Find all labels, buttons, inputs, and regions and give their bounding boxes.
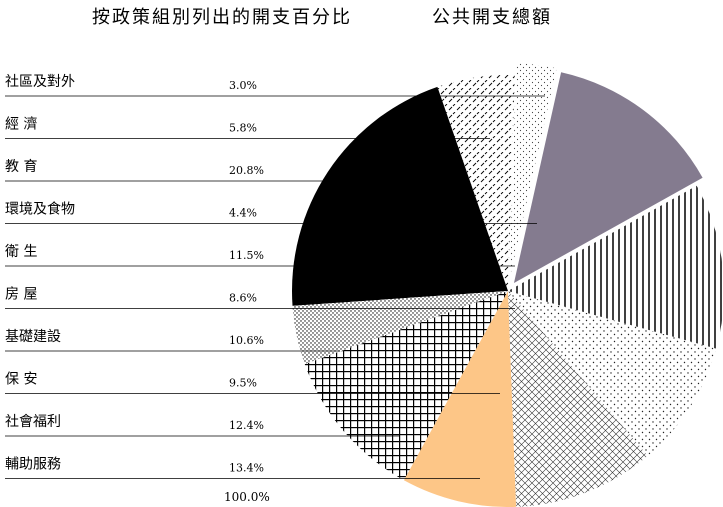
data-label: 3.0% — [229, 79, 257, 92]
legend-label: 社區及對外 — [5, 74, 75, 90]
total-label: 100.0% — [224, 490, 270, 504]
pie-slices — [292, 63, 723, 507]
legend-label: 輔助服務 — [5, 457, 61, 473]
chart-subtitle: 公共開支總額 — [432, 7, 552, 28]
data-label: 9.5% — [229, 377, 257, 390]
data-label: 4.4% — [229, 207, 257, 220]
chart-title-bar: 按政策組別列出的開支百分比 公共開支總額 — [0, 3, 723, 28]
data-label: 11.5% — [229, 249, 264, 262]
data-label: 20.8% — [229, 164, 264, 177]
pie-slice — [508, 291, 717, 456]
legend-label: 環境及食物 — [5, 201, 75, 218]
pie-slice — [304, 291, 508, 481]
data-label: 12.4% — [229, 419, 264, 432]
legend: 社區及對外 3.0% 經 濟 5.8% 教 育 20.8% 環境及食物 4.4% 衛 生 11.5… — [5, 74, 545, 504]
legend-label: 經 濟 — [5, 117, 37, 133]
pie-slice — [403, 291, 517, 507]
data-label: 5.8% — [229, 122, 257, 135]
data-label: 8.6% — [229, 292, 257, 305]
pie-slice — [437, 75, 515, 291]
legend-label: 房 屋 — [5, 287, 37, 303]
data-label: 10.6% — [229, 334, 264, 347]
pie-slice — [292, 86, 508, 306]
pie-slice — [508, 291, 648, 507]
legend-label: 教 育 — [5, 159, 37, 175]
pie-slice — [513, 72, 703, 283]
legend-label: 基礎建設 — [5, 328, 61, 345]
pie-slice — [508, 185, 723, 349]
data-label: 13.4% — [229, 462, 264, 475]
legend-label: 衛 生 — [5, 244, 37, 260]
legend-label: 保 安 — [5, 372, 37, 388]
chart-title: 按政策組別列出的開支百分比 — [92, 7, 352, 28]
pie-slice — [509, 63, 557, 280]
pie-slice — [292, 291, 508, 365]
legend-label: 社會福利 — [5, 414, 61, 430]
